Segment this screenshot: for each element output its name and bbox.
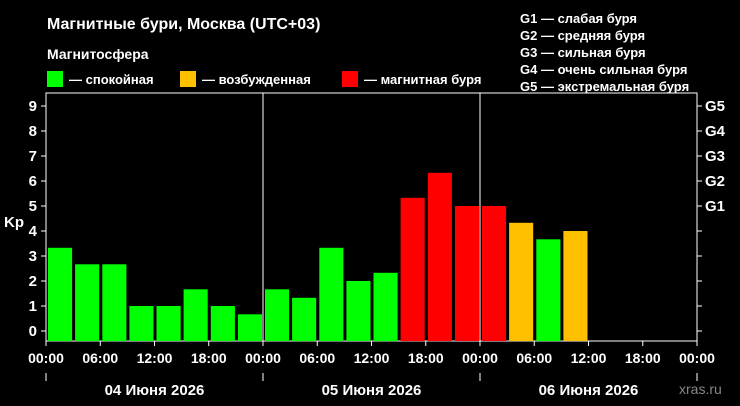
day-labels: 04 Июня 2026 05 Июня 2026 06 Июня 2026 bbox=[45, 373, 698, 399]
y-tick-label-2: 2 bbox=[29, 273, 37, 290]
bar-11 bbox=[319, 247, 344, 342]
legend: — спокойная — возбужденная — магнитная бур… bbox=[47, 71, 481, 87]
x-tick-label-3: 12:00 bbox=[137, 350, 173, 366]
bar-20 bbox=[563, 231, 588, 341]
watermark: xras.ru bbox=[679, 381, 722, 397]
bar-8 bbox=[237, 314, 262, 342]
bar-12 bbox=[346, 281, 371, 341]
y-tick-label-4: 4 bbox=[29, 223, 38, 240]
bar-2 bbox=[75, 264, 100, 342]
bar-17 bbox=[482, 206, 507, 341]
bar-13 bbox=[373, 272, 398, 342]
y-tick-label-0: 0 bbox=[29, 323, 37, 340]
legend-swatch-3 bbox=[342, 71, 358, 87]
bar-1 bbox=[48, 247, 73, 342]
g-level-3: G3 — сильная буря bbox=[520, 45, 646, 60]
bar-19 bbox=[536, 239, 561, 342]
g-level-5: G5 — экстремальная буря bbox=[520, 79, 689, 94]
g-axis-ticks: G1 G2 G3 G4 G5 bbox=[697, 98, 726, 332]
g-level-legend: G1 — слабая буря G2 — средняя буря G3 — си… bbox=[520, 11, 689, 94]
bars bbox=[48, 172, 588, 342]
bar-18 bbox=[509, 222, 534, 342]
x-tick-label-12: 18:00 bbox=[625, 350, 661, 366]
x-tick-label-7: 12:00 bbox=[354, 350, 390, 366]
x-tick-label-9: 00:00 bbox=[462, 350, 498, 366]
x-tick-label-4: 18:00 bbox=[191, 350, 227, 366]
plot-frame bbox=[45, 92, 698, 342]
y-tick-label-7: 7 bbox=[29, 148, 37, 165]
bar-16 bbox=[454, 206, 479, 341]
legend-label-2: — возбужденная bbox=[202, 72, 311, 87]
g-tick-label-G3: G3 bbox=[705, 148, 725, 165]
g-tick-label-G4: G4 bbox=[705, 123, 726, 140]
day-dividers bbox=[262, 93, 481, 341]
x-axis-ticks: 00:00 06:00 12:00 18:00 00:00 06:00 12:00 18:00… bbox=[28, 341, 715, 366]
bar-7 bbox=[210, 306, 235, 341]
x-tick-label-6: 06:00 bbox=[299, 350, 335, 366]
y-tick-label-8: 8 bbox=[29, 123, 37, 140]
g-tick-label-G1: G1 bbox=[705, 198, 725, 215]
g-level-4: G4 — очень сильная буря bbox=[520, 62, 687, 77]
legend-label-1: — спокойная bbox=[69, 72, 154, 87]
x-tick-label-2: 06:00 bbox=[82, 350, 118, 366]
y-tick-label-1: 1 bbox=[29, 298, 37, 315]
x-tick-label-8: 18:00 bbox=[408, 350, 444, 366]
x-tick-label-10: 06:00 bbox=[516, 350, 552, 366]
bar-10 bbox=[292, 297, 317, 342]
bar-3 bbox=[102, 264, 127, 342]
bar-9 bbox=[265, 289, 290, 342]
legend-swatch-1 bbox=[47, 71, 63, 87]
y-tick-label-6: 6 bbox=[29, 173, 37, 190]
bar-15 bbox=[427, 172, 452, 342]
y-axis-label: Kp bbox=[4, 214, 24, 231]
y-tick-label-5: 5 bbox=[29, 198, 37, 215]
day-label-2: 05 Июня 2026 bbox=[322, 382, 422, 399]
x-tick-label-5: 00:00 bbox=[245, 350, 281, 366]
day-label-3: 06 Июня 2026 bbox=[539, 382, 639, 399]
bar-5 bbox=[156, 306, 181, 341]
y-tick-label-3: 3 bbox=[29, 248, 37, 265]
g-level-2: G2 — средняя буря bbox=[520, 28, 645, 43]
g-level-1: G1 — слабая буря bbox=[520, 11, 637, 26]
x-tick-label-11: 12:00 bbox=[571, 350, 607, 366]
bar-4 bbox=[129, 306, 154, 341]
bar-6 bbox=[183, 289, 208, 342]
chart-title: Магнитные бури, Москва (UTC+03) bbox=[47, 16, 320, 33]
chart-subtitle: Магнитосфера bbox=[47, 46, 149, 62]
x-tick-label-13: 00:00 bbox=[679, 350, 715, 366]
legend-label-3: — магнитная буря bbox=[364, 72, 481, 87]
day-label-1: 04 Июня 2026 bbox=[105, 382, 205, 399]
legend-swatch-2 bbox=[180, 71, 196, 87]
g-tick-label-G2: G2 bbox=[705, 173, 725, 190]
y-tick-label-9: 9 bbox=[29, 98, 37, 115]
bar-14 bbox=[400, 197, 425, 342]
x-tick-label-1: 00:00 bbox=[28, 350, 64, 366]
g-tick-label-G5: G5 bbox=[705, 98, 725, 115]
y-axis-ticks: 0 1 2 3 4 5 6 7 8 9 bbox=[29, 98, 46, 340]
